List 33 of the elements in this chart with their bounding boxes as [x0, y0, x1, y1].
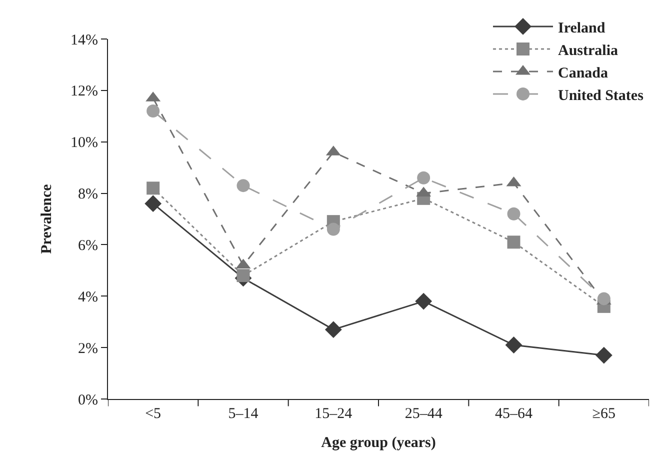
y-tick-label: 8% — [78, 186, 98, 203]
legend-label: Ireland — [558, 20, 606, 36]
legend-label: Canada — [558, 65, 609, 82]
y-tick-label: 10% — [70, 135, 98, 152]
point — [326, 222, 340, 236]
point — [144, 195, 162, 212]
y-tick-label: 12% — [70, 84, 98, 100]
x-tick-label: ≥65 — [592, 406, 616, 422]
point — [595, 346, 612, 364]
x-tick-label: 15–24 — [314, 406, 353, 422]
y-tick-label: 0% — [78, 392, 98, 408]
y-tick-label: 2% — [78, 340, 98, 357]
y-tick-label: 6% — [78, 238, 98, 254]
y-tick-label: 14% — [70, 32, 98, 48]
x-axis-title: Age group (years) — [321, 435, 436, 451]
x-tick-label: 5–14 — [228, 406, 259, 422]
y-axis-title: Prevalence — [38, 184, 55, 254]
x-tick-label: <5 — [145, 406, 162, 422]
point — [507, 236, 520, 249]
point — [507, 207, 520, 220]
point — [146, 182, 160, 195]
legend-label: United States — [558, 88, 644, 104]
x-tick-label: 25–44 — [404, 406, 443, 422]
point — [417, 171, 430, 184]
point — [236, 179, 250, 192]
x-tick-label: 45–64 — [495, 406, 533, 422]
point — [324, 321, 342, 338]
y-tick-label: 4% — [78, 289, 98, 306]
point — [236, 269, 250, 282]
point — [146, 104, 160, 118]
legend-label: Australia — [558, 42, 618, 59]
point — [505, 336, 522, 354]
point — [415, 292, 432, 310]
